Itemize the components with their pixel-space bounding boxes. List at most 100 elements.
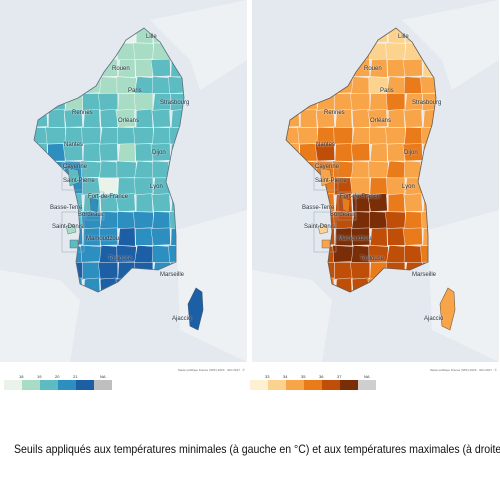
- department-area: [335, 277, 353, 292]
- department-area: [81, 127, 101, 145]
- city-label: Lyon: [150, 184, 163, 190]
- department-area: [34, 58, 48, 78]
- legend-swatch: [268, 380, 286, 390]
- department-area: [387, 143, 406, 162]
- department-area: [332, 76, 354, 94]
- corsica: [439, 287, 456, 331]
- city-label: Nantes: [316, 142, 336, 148]
- department-area: [403, 277, 423, 292]
- department-area: [135, 277, 154, 292]
- department-area: [117, 143, 136, 163]
- department-area: [82, 262, 101, 280]
- department-area: [152, 211, 172, 230]
- city-label: Toulouse: [360, 256, 385, 262]
- department-area: [82, 58, 101, 78]
- department-area: [47, 58, 66, 77]
- department-area: [334, 227, 353, 246]
- department-area: [333, 42, 353, 60]
- city-label: Ajaccio: [424, 316, 444, 322]
- department-area: [97, 262, 118, 280]
- overseas-label: Basse-Terre: [50, 205, 83, 211]
- department-area: [82, 143, 101, 162]
- city-label: Dijon: [152, 150, 166, 156]
- department-area: [34, 227, 48, 247]
- overseas-insets: [313, 161, 357, 253]
- min-map-canvas: [0, 0, 247, 362]
- overseas-territory: [69, 239, 79, 249]
- department-area: [48, 108, 66, 128]
- department-area: [385, 211, 406, 229]
- department-area: [286, 245, 301, 263]
- department-area: [316, 76, 336, 94]
- legend-swatch: [286, 380, 304, 390]
- department-area: [34, 211, 49, 229]
- department-area: [298, 262, 318, 280]
- max-map-attribution: Santé publique France (SPF) 2023 · IGN 2…: [430, 368, 497, 372]
- city-label: Bordeaux: [78, 212, 104, 218]
- department-area: [286, 193, 300, 212]
- department-area: [286, 177, 300, 196]
- department-area: [34, 93, 48, 111]
- department-area: [133, 211, 154, 229]
- overseas-label: Saint-Denis: [52, 224, 84, 230]
- legend-label: 21: [73, 374, 78, 379]
- department-area: [286, 108, 300, 128]
- department-area: [286, 76, 301, 94]
- overseas-label: Saint-Denis: [304, 224, 336, 230]
- department-area: [100, 277, 118, 292]
- department-area: [316, 262, 335, 281]
- department-area: [352, 108, 370, 128]
- department-area: [134, 262, 154, 280]
- department-area: [334, 93, 353, 111]
- department-area: [115, 108, 136, 128]
- department-area: [286, 160, 301, 179]
- department-area: [286, 143, 300, 163]
- department-area: [334, 58, 353, 78]
- department-area: [286, 58, 300, 78]
- city-label: Strasbourg: [412, 100, 442, 106]
- department-area: [333, 127, 353, 145]
- department-area: [387, 227, 406, 246]
- department-area: [48, 28, 66, 44]
- city-label: Dijon: [404, 150, 418, 156]
- department-area: [34, 193, 48, 212]
- department-area: [117, 93, 136, 111]
- department-area: [34, 28, 48, 44]
- department-area: [297, 127, 318, 145]
- department-area: [422, 177, 436, 195]
- department-area: [298, 76, 319, 95]
- city-label: Rouen: [364, 66, 382, 72]
- department-area: [34, 143, 48, 163]
- legend-label: 36: [319, 374, 324, 379]
- city-label: Lille: [398, 34, 409, 40]
- department-area: [34, 177, 48, 196]
- department-area: [135, 193, 154, 213]
- department-area: [99, 127, 119, 146]
- department-area: [334, 143, 353, 162]
- department-area: [168, 76, 184, 94]
- department-area: [99, 42, 119, 61]
- department-area: [82, 227, 101, 246]
- min-map-attribution: Santé publique France (SPF) 2023 · IGN 2…: [178, 368, 245, 372]
- department-area: [367, 108, 388, 128]
- department-area: [349, 93, 370, 111]
- department-area: [334, 262, 353, 280]
- department-area: [369, 262, 388, 280]
- department-area: [135, 227, 154, 246]
- overseas-label: Mamoudzou: [338, 236, 372, 242]
- city-label: Nantes: [64, 142, 84, 148]
- department-area: [404, 211, 424, 230]
- overseas-label: Cayenne: [63, 164, 88, 170]
- legend-label: NA: [364, 374, 370, 379]
- department-area: [299, 58, 318, 77]
- max-map-canvas: [252, 0, 499, 362]
- city-label: Marseille: [412, 272, 437, 278]
- department-area: [134, 245, 155, 264]
- department-area: [117, 227, 136, 247]
- city-label: Bordeaux: [330, 212, 356, 218]
- city-label: Rennes: [324, 110, 345, 116]
- department-area: [47, 227, 66, 246]
- legend-swatch: [322, 380, 340, 390]
- city-label: Paris: [380, 88, 394, 94]
- department-area: [99, 76, 119, 95]
